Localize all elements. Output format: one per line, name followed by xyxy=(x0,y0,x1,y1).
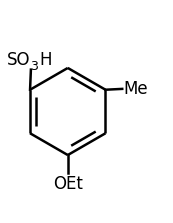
Text: OEt: OEt xyxy=(53,175,83,193)
Text: Me: Me xyxy=(124,80,148,98)
Text: 3: 3 xyxy=(31,60,38,73)
Text: H: H xyxy=(40,51,52,69)
Text: SO: SO xyxy=(7,51,30,69)
